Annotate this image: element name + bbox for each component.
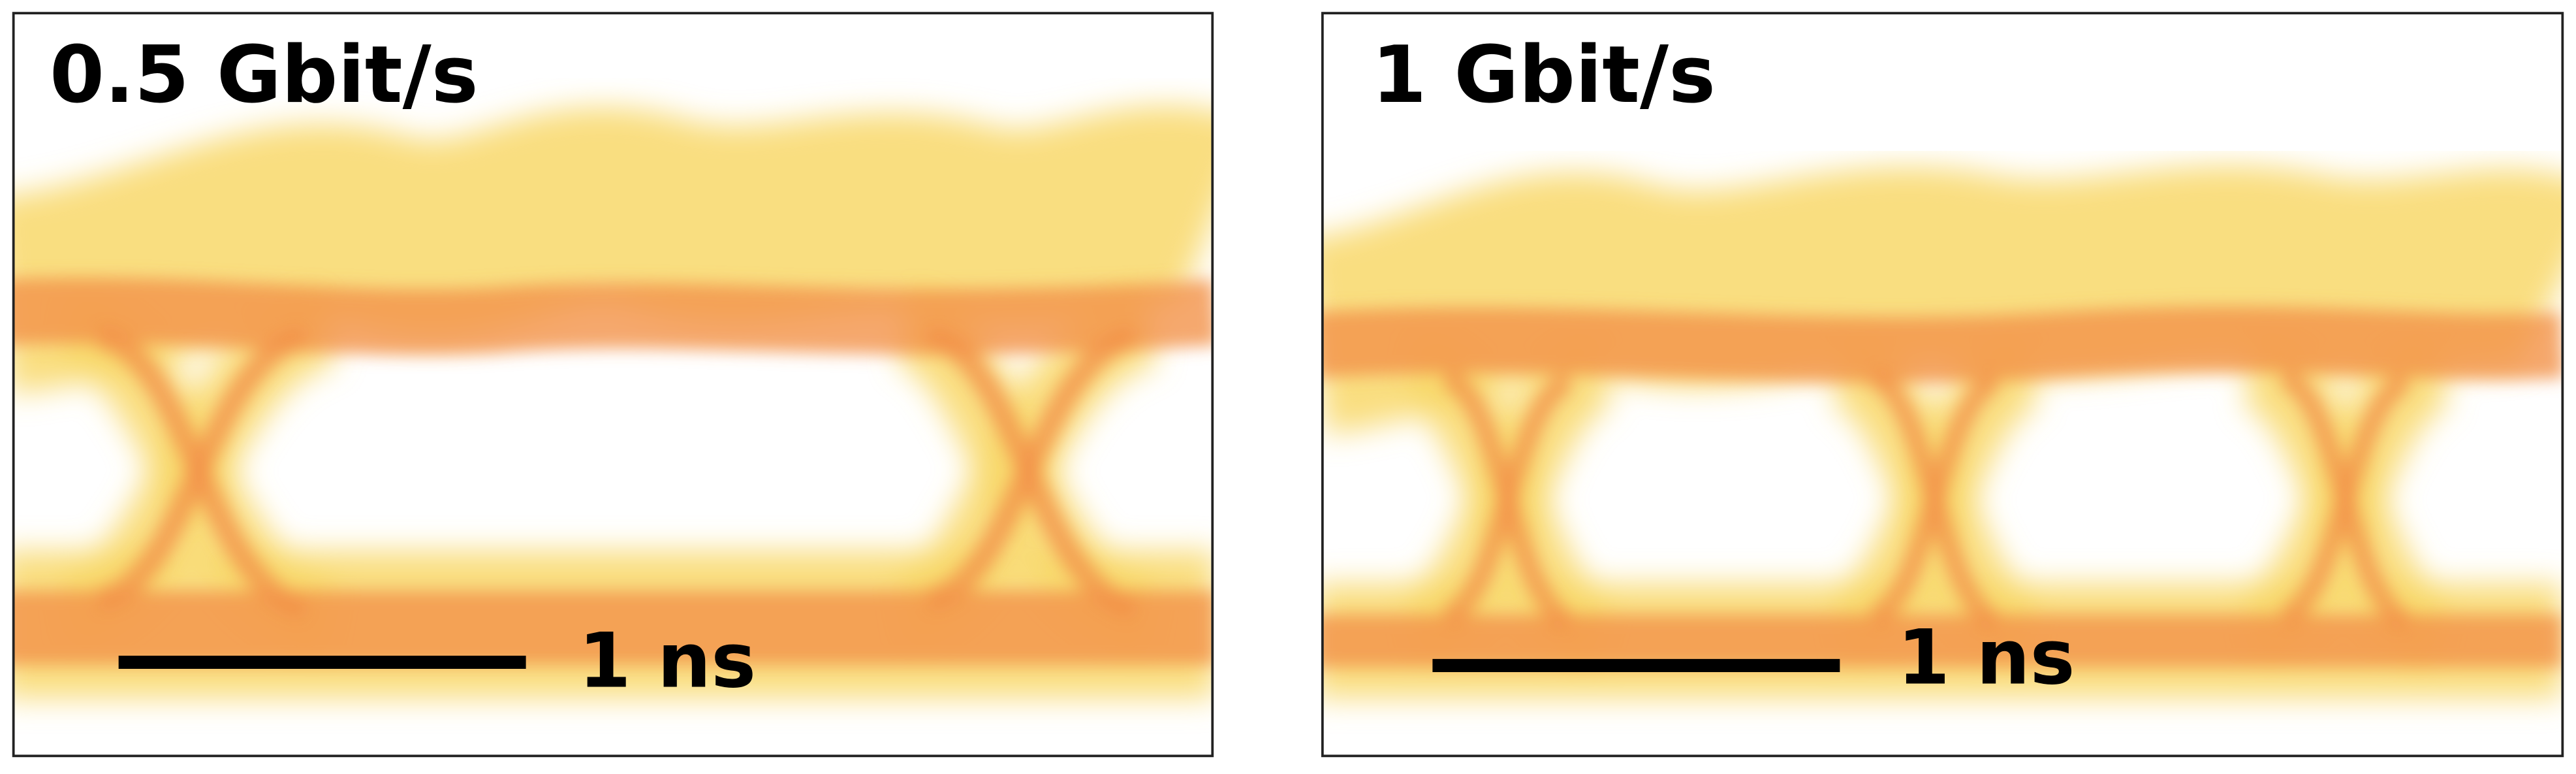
panel-title: 1 Gbit/s <box>1372 29 1716 121</box>
eye-diagram <box>13 105 1213 699</box>
scale-label: 1 ns <box>1897 615 2075 702</box>
panel-title: 0.5 Gbit/s <box>50 29 479 121</box>
eye-diagram <box>1322 165 2563 699</box>
scale-label: 1 ns <box>578 618 756 705</box>
panel-frame <box>12 12 1214 758</box>
panel-frame <box>1321 12 2564 758</box>
